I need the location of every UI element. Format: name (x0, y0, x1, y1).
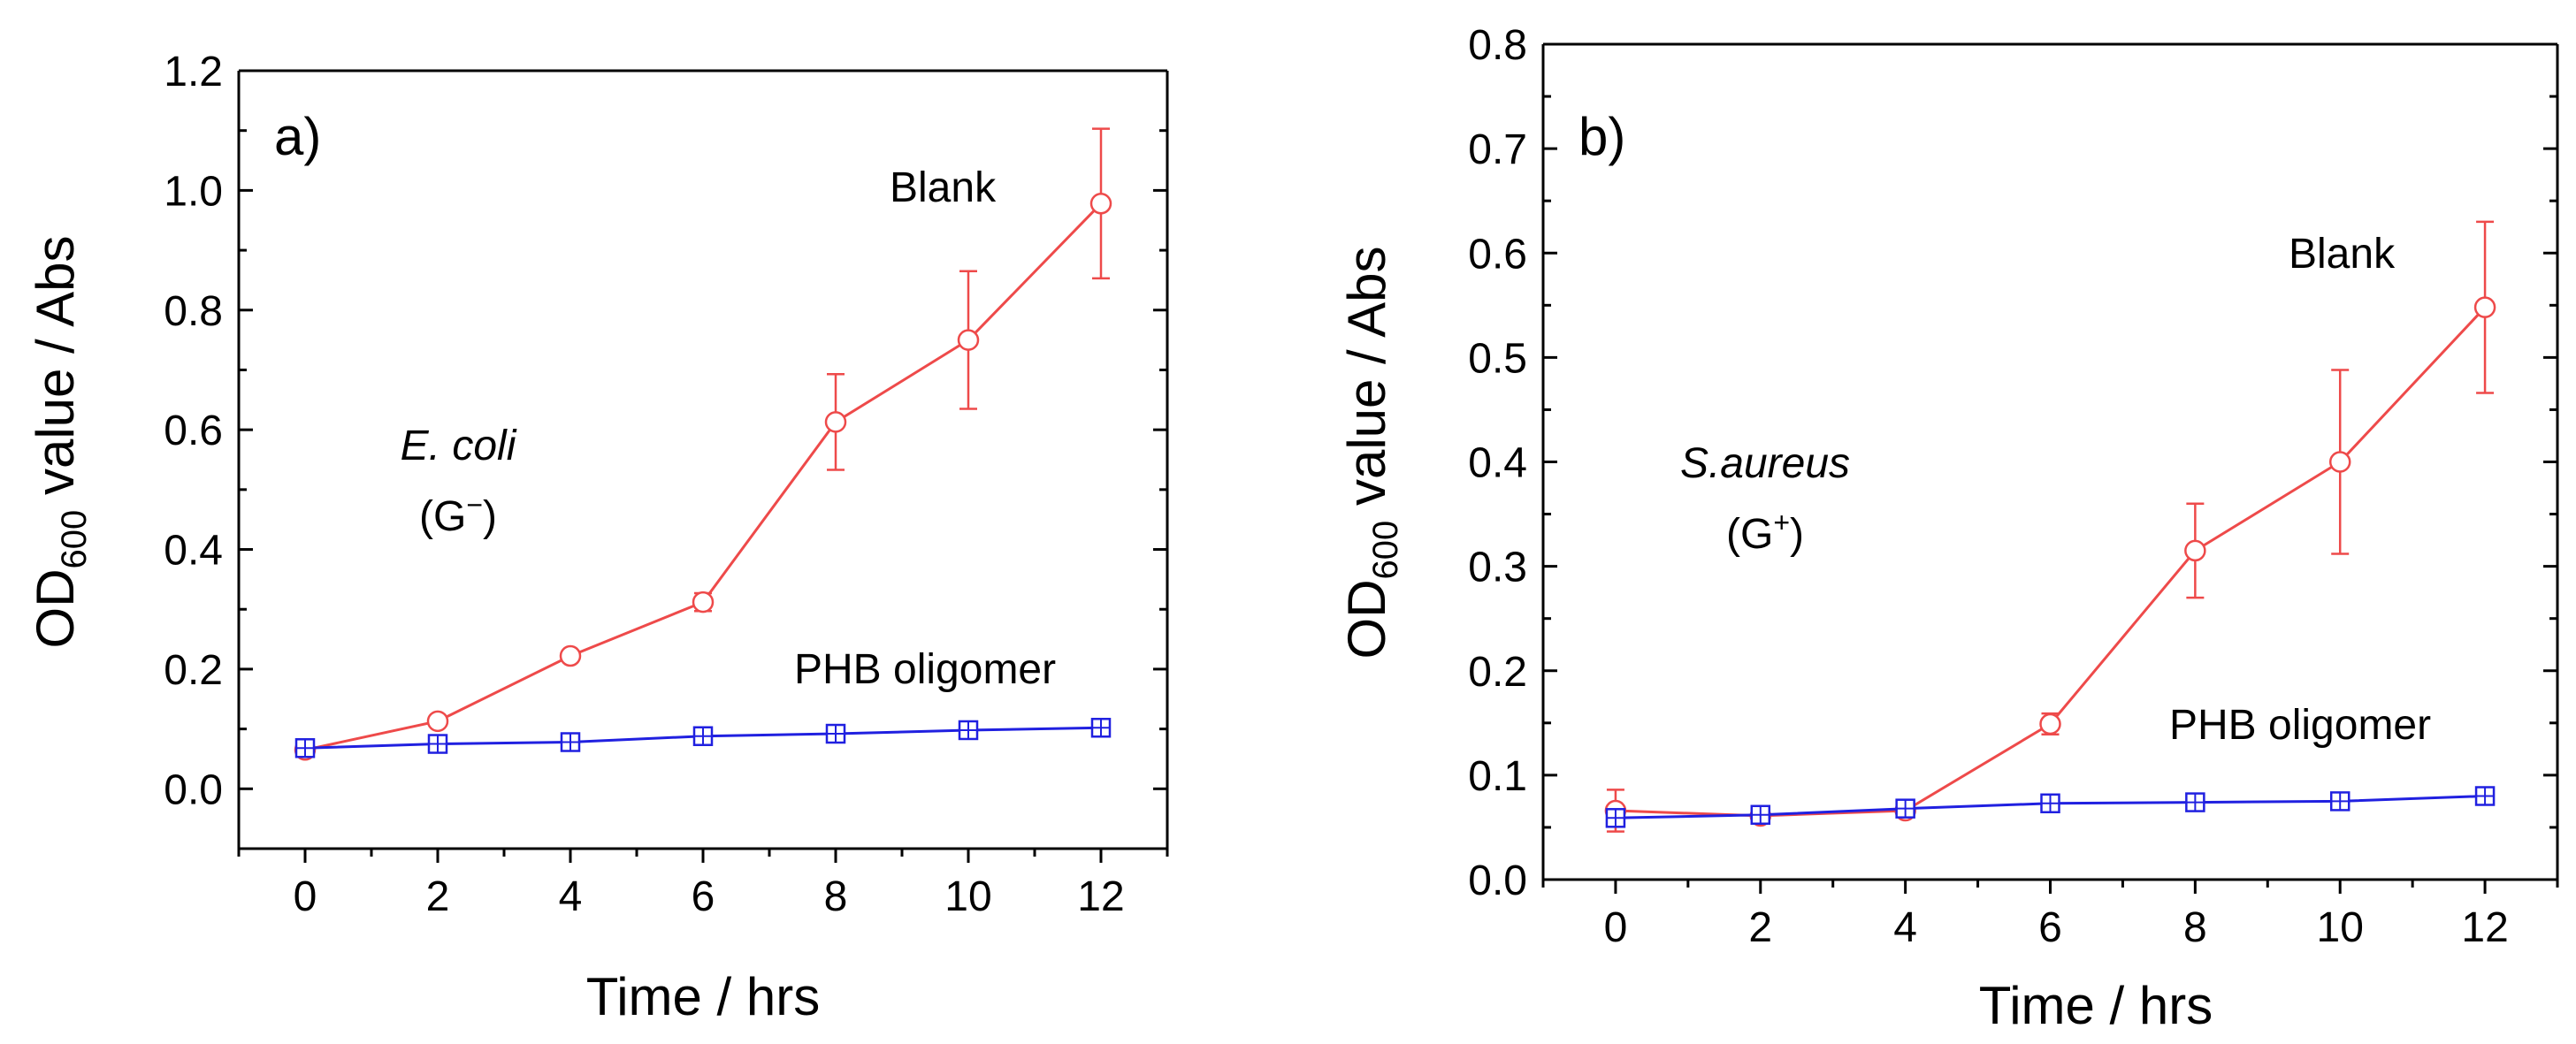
panel-b-y-tick-label: 0.5 (1468, 335, 1527, 382)
panel-a-gram-close: ) (483, 493, 497, 540)
panel-a-axes: 0.0 0.2 0.4 0.6 0.8 1.0 1.2 0 2 4 6 8 10 12 (164, 49, 1169, 920)
panel-a-y-axis-label: OD600 value / Abs (26, 236, 94, 649)
panel-b-blank-point (2473, 296, 2496, 318)
panel-a-gram: (G−) (419, 489, 497, 540)
panel-a: 0.0 0.2 0.4 0.6 0.8 1.0 1.2 0 2 4 6 8 10 12 a) E. col… (26, 49, 1169, 1026)
panel-b-legend-blank: Blank (2289, 231, 2396, 278)
panel-b-x-tick-label: 2 (1748, 904, 1772, 951)
panel-a-x-tick-label: 12 (1077, 873, 1124, 920)
panel-a-blank-point (824, 411, 847, 433)
panel-a-x-axis-label: Time / hrs (586, 967, 820, 1026)
panel-b-x-tick-label: 10 (2317, 904, 2364, 951)
panel-b-x-axis-label: Time / hrs (1979, 976, 2213, 1035)
panel-b-legend-phb: PHB oligomer (2169, 702, 2431, 749)
panel-b-gram: (G+) (1726, 507, 1804, 558)
panel-b-label: b) (1578, 107, 1625, 166)
panel-a-x-tick-label: 0 (294, 873, 317, 920)
panel-b-y-tick-label: 0.0 (1468, 857, 1527, 904)
panel-a-x-tick-label: 10 (944, 873, 991, 920)
panel-a-legend-phb: PHB oligomer (794, 646, 1056, 693)
panel-a-y-tick-label: 1.2 (164, 49, 223, 95)
panel-a-blank-point (692, 591, 715, 613)
panel-b-y-label-sub: 600 (1366, 521, 1405, 580)
panel-a-y-tick-label: 0.4 (164, 528, 223, 575)
panel-b-x-tick-label: 0 (1604, 904, 1628, 951)
panel-a-blank-point (426, 710, 449, 733)
panel-a-y-label-sub: 600 (55, 510, 94, 569)
panel-b-gram-open: (G (1726, 511, 1773, 558)
panel-b-y-tick-label: 0.7 (1468, 126, 1527, 173)
panel-a-y-tick-label: 1.0 (164, 168, 223, 215)
panel-a-x-tick-label: 8 (824, 873, 848, 920)
panel-a-x-tick-label: 4 (559, 873, 583, 920)
panel-a-gram-sign: − (466, 489, 483, 521)
panel-b-y-tick-label: 0.8 (1468, 22, 1527, 69)
panel-b-gram-close: ) (1790, 511, 1804, 558)
panel-b-x-tick-label: 8 (2183, 904, 2207, 951)
panel-a-x-tick-label: 6 (692, 873, 715, 920)
panel-b-x-tick-label: 6 (2038, 904, 2062, 951)
panel-b-marks (1604, 220, 2496, 833)
panel-a-y-tick-label: 0.6 (164, 408, 223, 454)
panel-a-blank-point (957, 329, 980, 351)
panel-a-blank-point (1089, 193, 1112, 215)
panel-a-gram-open: (G (419, 493, 466, 540)
panel-a-y-tick-label: 0.2 (164, 647, 223, 694)
panel-b-x-tick-label: 12 (2461, 904, 2508, 951)
panel-a-blank-point (559, 644, 582, 667)
panel-b-blank-point (2039, 713, 2061, 735)
panel-b-blank-point (2184, 539, 2206, 562)
panel-a-y-tick-label: 0.0 (164, 766, 223, 813)
panel-a-y-tick-label: 0.8 (164, 288, 223, 335)
panel-b-y-label-od: OD (1337, 579, 1396, 659)
panel-a-y-label-od: OD (26, 568, 85, 648)
panel-b-blank-point (2328, 451, 2351, 473)
panel-a-organism: E. coli (401, 423, 517, 469)
panel-b-organism: S.aureus (1680, 440, 1850, 487)
panel-a-legend-blank: Blank (890, 164, 997, 211)
panel-b-y-tick-label: 0.1 (1468, 753, 1527, 800)
panel-b: 0.00.10.20.30.40.50.60.70.80 2 4 6 8 10 12 b) … (1337, 22, 2559, 1035)
panel-b-y-tick-label: 0.4 (1468, 440, 1527, 487)
panel-a-y-label-rest: value / Abs (26, 236, 85, 510)
panel-b-y-tick-label: 0.2 (1468, 649, 1527, 696)
panel-b-gram-sign: + (1773, 507, 1790, 538)
panel-b-y-tick-label: 0.6 (1468, 231, 1527, 278)
panel-b-y-tick-label: 0.3 (1468, 545, 1527, 591)
panel-a-label: a) (274, 107, 321, 166)
panel-b-y-axis-label: OD600 value / Abs (1337, 247, 1405, 659)
panel-a-marks (294, 127, 1112, 761)
panel-b-x-tick-label: 4 (1893, 904, 1917, 951)
panel-b-y-label-rest: value / Abs (1337, 247, 1396, 521)
panel-a-x-tick-label: 2 (426, 873, 450, 920)
panel-b-axes: 0.0 0.1 0.2 0.3 0.4 0.5 0.6 0.7 0.8 0 2 4 6 8 10 12 (1468, 22, 2559, 951)
